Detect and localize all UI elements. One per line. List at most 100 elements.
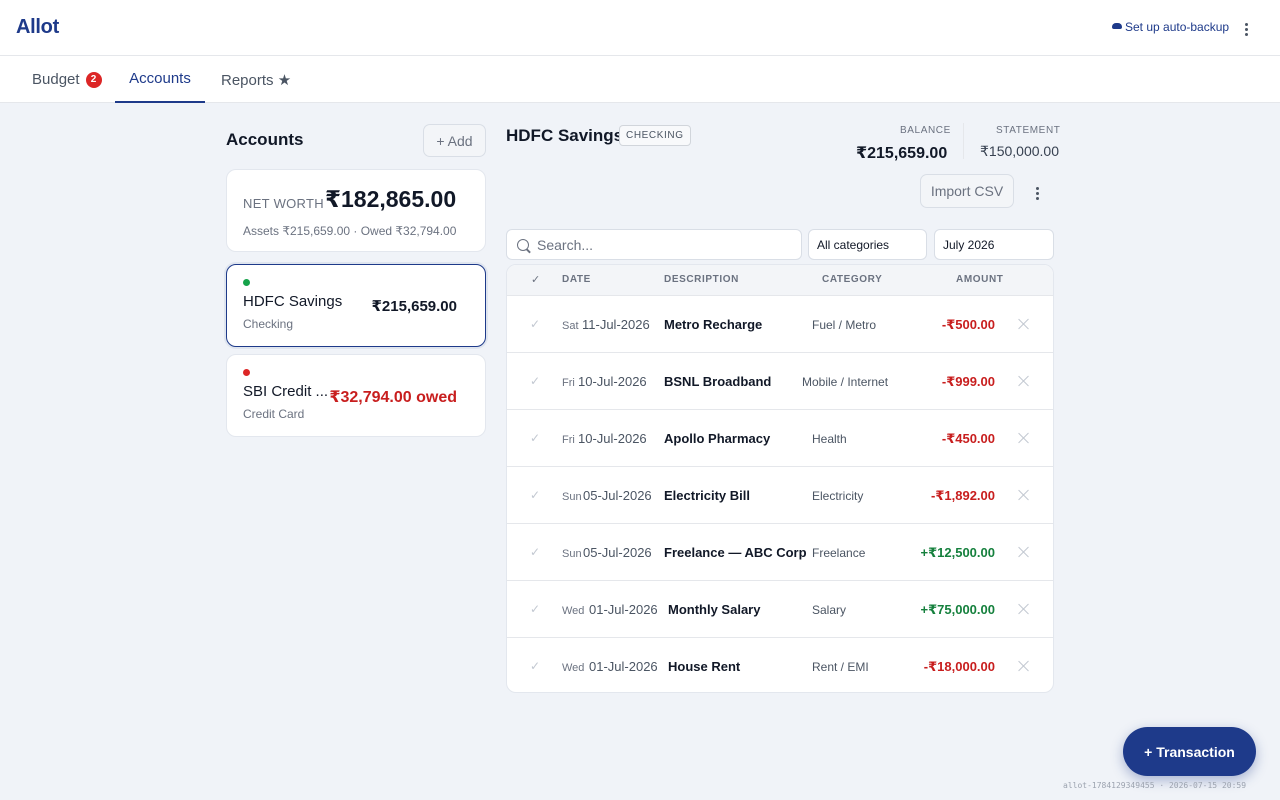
- row-category[interactable]: Health: [812, 432, 847, 446]
- delete-row-icon[interactable]: [1018, 432, 1030, 444]
- row-description[interactable]: BSNL Broadband: [664, 374, 772, 389]
- delete-row-icon[interactable]: [1018, 489, 1030, 501]
- row-weekday: Fri: [562, 377, 575, 389]
- search-input[interactable]: [537, 236, 787, 253]
- header-description[interactable]: DESCRIPTION: [664, 274, 739, 285]
- account-status-dot: [243, 369, 250, 376]
- statement-value: ₹150,000.00: [980, 143, 1059, 159]
- row-category[interactable]: Electricity: [812, 489, 864, 503]
- header-amount[interactable]: AMOUNT: [956, 274, 1004, 285]
- statement-label: STATEMENT: [996, 125, 1061, 136]
- account-card-sbi[interactable]: SBI Credit ... Credit Card ₹32,794.00 ow…: [226, 354, 486, 437]
- delete-row-icon[interactable]: [1018, 318, 1030, 330]
- more-menu-icon[interactable]: [1240, 20, 1252, 38]
- add-account-button[interactable]: + Add: [423, 124, 486, 157]
- row-date: 01-Jul-2026: [589, 659, 658, 674]
- tab-accounts[interactable]: Accounts: [115, 56, 205, 103]
- reconcile-checkbox[interactable]: ✓: [530, 431, 541, 445]
- net-worth-label: NET WORTH: [243, 196, 324, 211]
- table-row[interactable]: ✓ Sun 05-Jul-2026 Freelance — ABC Corp Freel…: [507, 524, 1053, 581]
- row-date: 05-Jul-2026: [583, 545, 652, 560]
- header-check: ✓: [531, 274, 541, 286]
- row-description[interactable]: House Rent: [668, 659, 741, 674]
- tab-accounts-label: Accounts: [129, 70, 191, 87]
- table-header: ✓ DATE DESCRIPTION CATEGORY AMOUNT: [507, 265, 1053, 296]
- table-row[interactable]: ✓ Fri 10-Jul-2026 BSNL Broadband Mobile / In…: [507, 353, 1053, 410]
- account-card-hdfc[interactable]: HDFC Savings Checking ₹215,659.00: [226, 264, 486, 347]
- app-logo: Allot: [16, 16, 59, 38]
- row-date: 11-Jul-2026: [582, 317, 650, 332]
- row-category[interactable]: Rent / EMI: [812, 660, 869, 674]
- row-category[interactable]: Mobile / Internet: [802, 375, 889, 389]
- main-tabs: Budget 2 Accounts Reports ★: [0, 56, 1280, 103]
- table-row[interactable]: ✓ Wed 01-Jul-2026 Monthly Salary Salary +₹75,…: [507, 581, 1053, 638]
- tab-budget-label: Budget: [32, 71, 80, 88]
- divider: [963, 123, 964, 159]
- reconcile-checkbox[interactable]: ✓: [530, 602, 541, 616]
- account-name: SBI Credit ...: [243, 383, 329, 400]
- header-category[interactable]: CATEGORY: [822, 274, 883, 285]
- row-weekday: Sat: [562, 320, 579, 332]
- balance-value: ₹215,659.00: [856, 145, 948, 162]
- accounts-heading: Accounts: [226, 130, 304, 149]
- auto-backup-label: Set up auto-backup: [1125, 20, 1230, 34]
- row-amount: -₹999.00: [941, 374, 995, 389]
- account-more-icon[interactable]: [1031, 186, 1043, 200]
- row-weekday: Wed: [562, 662, 585, 674]
- row-amount: -₹450.00: [941, 431, 995, 446]
- search-box[interactable]: [506, 229, 802, 260]
- tab-budget[interactable]: Budget 2: [32, 56, 102, 103]
- category-filter-select[interactable]: All categories: [808, 229, 927, 260]
- table-row[interactable]: ✓ Sun 05-Jul-2026 Electricity Bill Electrici…: [507, 467, 1053, 524]
- row-category[interactable]: Salary: [812, 603, 847, 617]
- account-status-dot: [243, 279, 250, 286]
- net-worth-breakdown: Assets ₹215,659.00 · Owed ₹32,794.00: [243, 224, 457, 238]
- reconcile-checkbox[interactable]: ✓: [530, 659, 541, 673]
- reconcile-checkbox[interactable]: ✓: [530, 488, 541, 502]
- row-description[interactable]: Apollo Pharmacy: [664, 431, 771, 446]
- month-filter-select[interactable]: July 2026: [934, 229, 1054, 260]
- auto-backup-link[interactable]: Set up auto-backup: [1112, 20, 1229, 34]
- row-amount: -₹500.00: [941, 317, 995, 332]
- row-amount: -₹18,000.00: [923, 659, 995, 674]
- delete-row-icon[interactable]: [1018, 375, 1030, 387]
- header-date[interactable]: DATE: [562, 274, 591, 285]
- account-type: Credit Card: [243, 407, 305, 421]
- delete-row-icon[interactable]: [1018, 546, 1030, 558]
- table-row[interactable]: ✓ Fri 10-Jul-2026 Apollo Pharmacy Health -₹45…: [507, 410, 1053, 467]
- delete-row-icon[interactable]: [1018, 660, 1030, 672]
- row-date: 01-Jul-2026: [589, 602, 658, 617]
- reconcile-checkbox[interactable]: ✓: [530, 374, 541, 388]
- cloud-icon: [1112, 23, 1122, 29]
- import-csv-button[interactable]: Import CSV: [920, 174, 1014, 208]
- row-category[interactable]: Freelance: [812, 546, 866, 560]
- row-date: 05-Jul-2026: [583, 488, 652, 503]
- build-footer: allot-1784129349455 · 2026-07-15 20:59: [1063, 781, 1247, 790]
- table-row[interactable]: ✓ Wed 01-Jul-2026 House Rent Rent / EMI -₹18,…: [507, 638, 1053, 692]
- reconcile-checkbox[interactable]: ✓: [530, 545, 541, 559]
- row-description[interactable]: Metro Recharge: [664, 317, 763, 332]
- account-detail-title: HDFC Savings: [506, 126, 624, 145]
- account-balance: ₹215,659.00: [371, 298, 457, 315]
- row-amount: -₹1,892.00: [931, 488, 995, 503]
- row-description[interactable]: Electricity Bill: [664, 488, 750, 503]
- table-row[interactable]: ✓ Sat 11-Jul-2026 Metro Recharge Fuel / Metr…: [507, 296, 1053, 353]
- add-transaction-button[interactable]: + Transaction: [1123, 727, 1256, 776]
- row-description[interactable]: Monthly Salary: [668, 602, 761, 617]
- reconcile-checkbox[interactable]: ✓: [530, 317, 541, 331]
- row-weekday: Wed: [562, 605, 585, 617]
- tab-reports[interactable]: Reports ★: [221, 56, 291, 103]
- row-amount: +₹12,500.00: [920, 545, 995, 560]
- row-weekday: Sun: [562, 548, 582, 560]
- delete-row-icon[interactable]: [1018, 603, 1030, 615]
- account-type: Checking: [243, 317, 294, 331]
- row-date: 10-Jul-2026: [578, 374, 647, 389]
- row-weekday: Sun: [562, 491, 582, 503]
- account-balance: ₹32,794.00 owed: [329, 389, 457, 406]
- row-amount: +₹75,000.00: [920, 602, 995, 617]
- row-weekday: Fri: [562, 434, 575, 446]
- net-worth-value: ₹182,865.00: [325, 186, 457, 212]
- row-description[interactable]: Freelance — ABC Corp: [664, 545, 807, 560]
- row-date: 10-Jul-2026: [578, 431, 647, 446]
- row-category[interactable]: Fuel / Metro: [812, 318, 877, 332]
